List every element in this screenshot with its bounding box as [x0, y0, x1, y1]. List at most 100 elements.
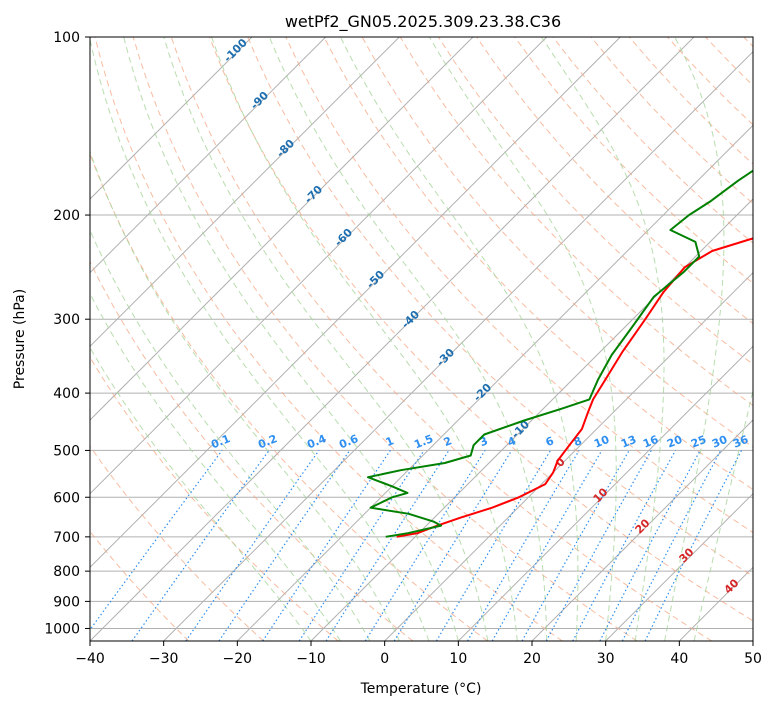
mixing-ratio-label: 0.6 — [337, 432, 360, 451]
mixing-ratio-label: 10 — [592, 433, 611, 451]
isotherm-gridline — [531, 419, 753, 641]
moist-adiabat-line — [541, 37, 665, 641]
dry-adiabat-line — [90, 445, 264, 641]
x-tick-label: 20 — [523, 651, 541, 667]
dry-adiabat-line — [323, 37, 753, 491]
mixing-ratio-line — [572, 450, 677, 641]
moist-adiabat-line — [90, 37, 430, 641]
y-tick-label: 600 — [53, 490, 80, 506]
dry-adiabat-label: -80 — [274, 137, 297, 160]
x-axis-title: Temperature (°C) — [360, 681, 482, 697]
isotherm-gridline — [90, 37, 474, 421]
isotherm-gridline — [384, 271, 753, 641]
dry-adiabat-line — [132, 37, 638, 641]
dry-adiabat-line — [437, 37, 753, 365]
dry-adiabat-line — [90, 356, 339, 641]
mixing-ratio-line — [521, 450, 630, 641]
moist-adiabat-line — [90, 346, 312, 641]
y-tick-label: 1000 — [44, 621, 80, 637]
mixing-ratio-label: 0.1 — [209, 432, 232, 451]
dry-adiabat-line — [90, 152, 488, 641]
dry-adiabat-label: -20 — [471, 381, 494, 404]
isotherm-gridline — [163, 50, 753, 641]
x-tick-label: 50 — [744, 651, 762, 667]
isotherm-gridline — [90, 37, 327, 274]
x-tick-label: −10 — [296, 651, 326, 667]
mixing-ratio-line — [90, 450, 223, 631]
mixing-ratio-line — [262, 450, 391, 641]
moist-adiabat-line — [211, 37, 518, 641]
mixing-ratio-label: 20 — [665, 433, 684, 451]
dry-adiabat-line — [514, 37, 753, 284]
mixing-ratio-label: 2 — [442, 434, 454, 449]
plot-frame — [89, 36, 754, 642]
y-tick-label: 200 — [53, 208, 80, 224]
dry-adiabat-label: -100 — [221, 36, 250, 65]
moist-adiabat-line — [163, 37, 489, 641]
isotherm-gridline — [90, 37, 548, 495]
mixing-ratio-label: 25 — [689, 433, 708, 451]
moist-adiabat-line — [90, 150, 400, 641]
mixing-ratio-label: 1.5 — [412, 432, 435, 451]
mixing-ratio-line — [599, 450, 701, 641]
y-tick-label: 300 — [53, 312, 80, 328]
isotherm-gridline — [752, 640, 753, 641]
moist-adiabat-line — [123, 37, 459, 641]
moist-adiabat-label: 20 — [633, 516, 653, 536]
isotherm-gridline — [605, 492, 753, 641]
mixing-ratio-label: 8 — [572, 434, 584, 449]
x-tick-label: 30 — [597, 651, 615, 667]
chart-title: wetPf2_GN05.2025.309.23.38.C36 — [285, 12, 561, 32]
mixing-ratio-line — [218, 450, 351, 641]
isotherm-gridline — [310, 198, 753, 641]
y-tick-label: 400 — [53, 386, 80, 402]
mixing-ratio-line — [364, 450, 486, 641]
moist-adiabat-line — [268, 37, 548, 641]
dry-adiabat-label: -50 — [364, 268, 387, 291]
moist-adiabat-label: 30 — [677, 545, 697, 565]
moist-adiabat-line — [428, 37, 617, 641]
dry-adiabat-line — [90, 530, 190, 641]
mixing-ratio-label: 3 — [478, 434, 490, 449]
y-tick-label: 700 — [53, 530, 80, 546]
y-tick-label: 900 — [53, 594, 80, 610]
isotherm-gridline — [678, 566, 753, 641]
temperature-profile-line — [396, 237, 753, 538]
mixing-ratio-label: 30 — [710, 433, 729, 451]
mixing-ratio-line — [393, 450, 513, 641]
mixing-ratio-label: 6 — [544, 434, 556, 449]
mixing-ratio-line — [466, 450, 580, 641]
mixing-ratio-line — [131, 450, 270, 641]
y-tick-label: 100 — [53, 30, 80, 46]
moist-adiabat-label: 40 — [722, 576, 742, 596]
dry-adiabat-line — [90, 260, 414, 641]
mixing-ratio-label: 36 — [731, 433, 750, 451]
mixing-ratio-line — [545, 450, 652, 641]
dry-adiabat-line — [743, 37, 753, 48]
dry-adiabat-line — [170, 37, 712, 641]
mixing-ratio-label: 0.2 — [256, 432, 279, 451]
mixing-ratio-label: 13 — [619, 433, 638, 451]
mixing-ratio-line — [185, 450, 320, 641]
dry-adiabat-label: -90 — [248, 89, 271, 112]
moist-adiabat-line — [339, 37, 579, 641]
x-tick-label: −30 — [149, 651, 179, 667]
mixing-ratio-line — [325, 450, 450, 641]
x-tick-label: 0 — [380, 651, 389, 667]
dry-adiabat-line — [705, 37, 753, 87]
moist-adiabat-line — [664, 37, 725, 641]
isotherm-gridline — [90, 37, 400, 348]
dry-adiabat-line — [247, 37, 753, 577]
moist-adiabat-line — [90, 292, 341, 641]
moist-adiabat-line — [693, 388, 753, 641]
mixing-ratio-line — [435, 450, 552, 641]
dewpoint-profile-line — [367, 169, 753, 538]
dry-adiabat-label: -40 — [399, 308, 422, 331]
x-tick-label: −40 — [75, 651, 105, 667]
dry-adiabat-label: -70 — [302, 183, 325, 206]
isotherm-gridline — [90, 37, 695, 641]
isotherm-gridline — [236, 124, 753, 641]
isotherm-gridline — [90, 37, 621, 569]
